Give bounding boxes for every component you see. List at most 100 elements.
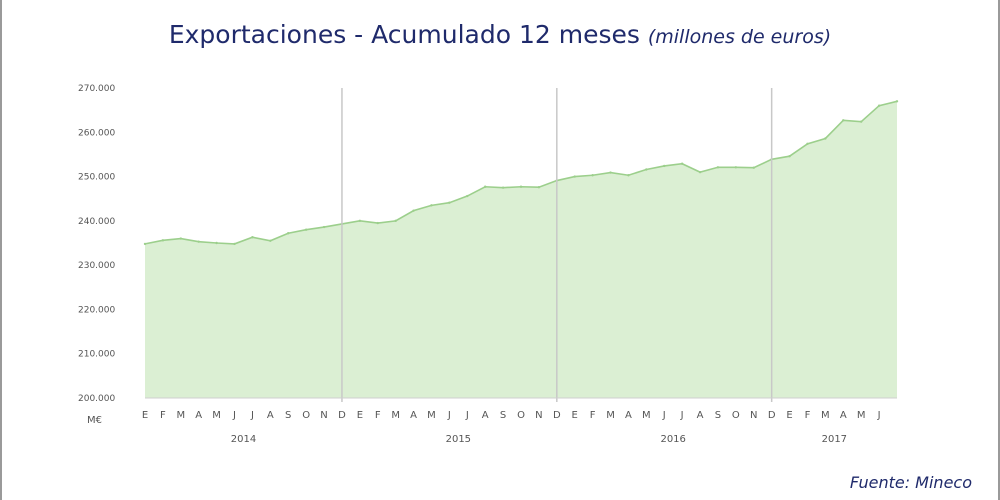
x-tick-month-label: A bbox=[697, 410, 704, 421]
x-tick-month-label: F bbox=[805, 410, 811, 421]
y-tick-label: 270.000 bbox=[78, 84, 115, 94]
chart-title-subtitle: (millones de euros) bbox=[647, 26, 832, 48]
x-tick-month-label: M bbox=[176, 410, 185, 421]
chart-title: Exportaciones - Acumulado 12 meses (mill… bbox=[0, 20, 1000, 49]
x-tick-month-label: J bbox=[680, 410, 684, 421]
data-point bbox=[394, 219, 397, 223]
data-point bbox=[716, 166, 720, 169]
x-tick-month-label: J bbox=[465, 410, 469, 421]
data-point bbox=[627, 174, 630, 177]
data-point bbox=[501, 186, 505, 189]
x-tick-month-label: N bbox=[750, 410, 757, 421]
x-tick-month-label: N bbox=[535, 410, 542, 421]
frame-left-border bbox=[0, 0, 2, 500]
chart-title-main: Exportaciones - Acumulado 12 meses bbox=[168, 20, 640, 49]
x-tick-month-label: M bbox=[391, 410, 400, 421]
x-tick-month-label: E bbox=[357, 410, 363, 421]
x-tick-month-label: F bbox=[375, 410, 381, 421]
x-tick-month-label: M bbox=[427, 410, 436, 421]
data-point bbox=[287, 232, 290, 235]
data-point bbox=[895, 100, 899, 103]
data-point bbox=[752, 166, 755, 169]
x-tick-month-label: J bbox=[877, 410, 881, 421]
x-tick-month-label: F bbox=[160, 410, 166, 421]
data-point bbox=[609, 171, 612, 174]
y-tick-label: 260.000 bbox=[78, 128, 115, 138]
x-tick-month-label: E bbox=[572, 410, 578, 421]
x-tick-month-label: A bbox=[410, 410, 417, 421]
x-tick-month-label: D bbox=[768, 410, 776, 421]
data-point bbox=[358, 219, 362, 223]
data-point bbox=[663, 164, 666, 168]
frame-right-border bbox=[998, 0, 1000, 500]
data-point bbox=[537, 186, 541, 189]
x-tick-month-label: F bbox=[590, 410, 596, 421]
data-point bbox=[376, 221, 379, 225]
data-point bbox=[251, 236, 254, 239]
data-point bbox=[680, 162, 684, 165]
source-note: Fuente: Mineco bbox=[849, 473, 972, 492]
x-tick-month-label: D bbox=[338, 410, 346, 421]
x-tick-month-label: A bbox=[267, 410, 274, 421]
x-tick-month-label: M bbox=[212, 410, 221, 421]
x-tick-month-label: E bbox=[786, 410, 792, 421]
data-point bbox=[645, 168, 648, 171]
y-tick-label: 220.000 bbox=[78, 305, 115, 315]
x-tick-month-label: O bbox=[302, 410, 310, 421]
data-point bbox=[161, 239, 165, 242]
data-point bbox=[179, 237, 183, 240]
data-point bbox=[197, 240, 200, 243]
data-point bbox=[824, 137, 827, 140]
x-tick-month-label: M bbox=[857, 410, 866, 421]
y-tick-label: 210.000 bbox=[78, 350, 115, 360]
area-fill bbox=[145, 101, 897, 398]
data-point bbox=[842, 119, 845, 122]
x-tick-month-label: O bbox=[732, 410, 740, 421]
x-tick-month-label: S bbox=[285, 410, 291, 421]
x-tick-month-label: N bbox=[320, 410, 327, 421]
data-point bbox=[233, 242, 236, 246]
y-tick-label: 240.000 bbox=[78, 217, 115, 227]
x-tick-month-label: A bbox=[195, 410, 202, 421]
data-point bbox=[519, 185, 523, 188]
data-point bbox=[877, 104, 881, 107]
data-point bbox=[430, 204, 433, 207]
y-tick-label: 230.000 bbox=[78, 261, 115, 271]
x-tick-month-label: M bbox=[821, 410, 830, 421]
data-point bbox=[573, 175, 576, 178]
x-tick-month-label: S bbox=[715, 410, 721, 421]
x-tick-month-label: D bbox=[553, 410, 561, 421]
data-point bbox=[304, 228, 308, 231]
x-tick-month-label: E bbox=[142, 410, 148, 421]
data-point bbox=[734, 166, 738, 169]
x-tick-month-label: A bbox=[625, 410, 632, 421]
x-tick-month-label: J bbox=[662, 410, 666, 421]
data-point bbox=[788, 155, 791, 158]
data-point bbox=[143, 242, 147, 246]
data-point bbox=[591, 174, 594, 177]
x-tick-month-label: M bbox=[642, 410, 651, 421]
x-tick-month-label: A bbox=[482, 410, 489, 421]
x-tick-month-label: S bbox=[500, 410, 506, 421]
x-tick-month-label: J bbox=[250, 410, 254, 421]
y-axis-unit-label: M€ bbox=[87, 415, 102, 426]
data-point bbox=[483, 185, 487, 188]
data-point bbox=[806, 142, 809, 145]
data-point bbox=[448, 201, 451, 204]
data-point bbox=[698, 170, 702, 174]
data-point bbox=[322, 225, 326, 229]
x-tick-year-label: 2017 bbox=[822, 434, 847, 445]
y-tick-label: 250.000 bbox=[78, 173, 115, 183]
data-point bbox=[412, 209, 415, 212]
x-tick-year-label: 2016 bbox=[660, 434, 685, 445]
y-tick-label: 200.000 bbox=[78, 394, 115, 404]
x-tick-month-label: J bbox=[447, 410, 451, 421]
x-tick-month-label: A bbox=[840, 410, 847, 421]
x-tick-month-label: J bbox=[232, 410, 236, 421]
data-point bbox=[269, 239, 272, 242]
x-tick-month-label: O bbox=[517, 410, 525, 421]
x-tick-month-label: M bbox=[606, 410, 615, 421]
x-tick-year-label: 2015 bbox=[446, 434, 471, 445]
data-point bbox=[466, 194, 469, 198]
